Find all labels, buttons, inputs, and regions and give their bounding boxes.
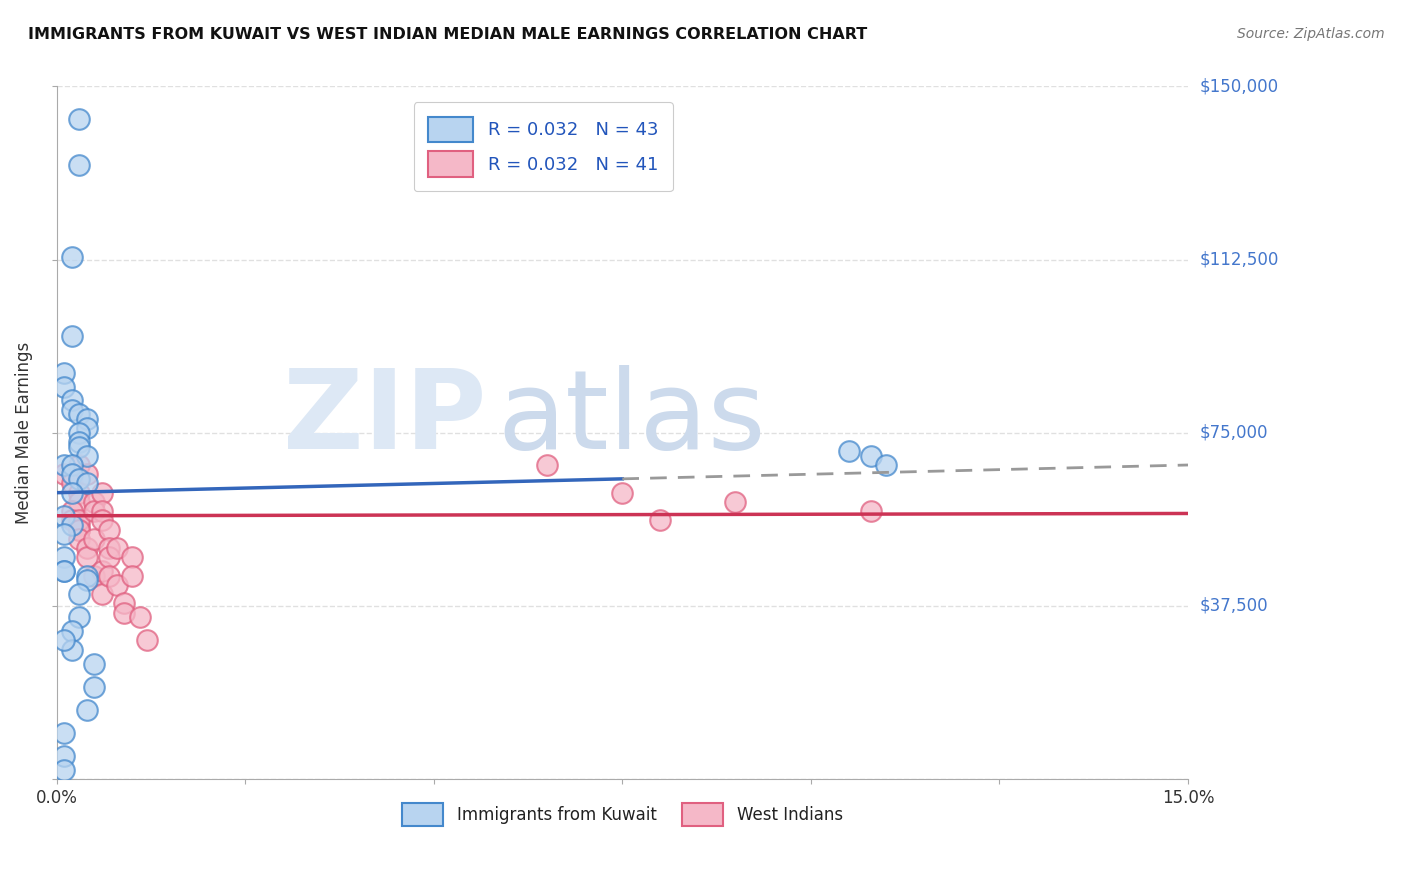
Point: [105, 541, 128, 555]
Point: [648, 513, 671, 527]
Point: [121, 550, 143, 565]
Point: [60, 518, 83, 533]
Point: [83, 504, 105, 518]
Text: $112,500: $112,500: [1199, 251, 1278, 268]
Point: [90, 513, 112, 527]
Point: [128, 610, 150, 624]
Point: [98, 541, 121, 555]
Point: [53, 527, 76, 541]
Point: [53, 564, 76, 578]
Point: [67, 532, 90, 546]
Point: [76, 421, 98, 435]
Point: [83, 532, 105, 546]
Point: [53, 467, 76, 482]
Point: [98, 523, 121, 537]
Point: [53, 748, 76, 763]
Point: [53, 564, 76, 578]
Point: [76, 569, 98, 583]
Point: [114, 606, 136, 620]
Point: [724, 495, 747, 509]
Point: [67, 513, 90, 527]
Point: [60, 393, 83, 408]
Point: [76, 476, 98, 491]
Point: [76, 574, 98, 588]
Point: [60, 642, 83, 657]
Point: [76, 467, 98, 482]
Point: [838, 444, 860, 458]
Point: [90, 485, 112, 500]
Point: [67, 472, 90, 486]
Y-axis label: Median Male Earnings: Median Male Earnings: [15, 342, 32, 524]
Point: [90, 564, 112, 578]
Point: [53, 458, 76, 472]
Point: [98, 550, 121, 565]
Point: [60, 504, 83, 518]
Point: [67, 434, 90, 449]
Text: Source: ZipAtlas.com: Source: ZipAtlas.com: [1237, 27, 1385, 41]
Point: [860, 449, 883, 463]
Point: [60, 458, 83, 472]
Point: [860, 504, 883, 518]
Point: [53, 379, 76, 393]
Point: [53, 550, 76, 565]
Text: ZIP: ZIP: [283, 366, 486, 473]
Point: [875, 458, 897, 472]
Point: [67, 112, 90, 126]
Point: [136, 633, 159, 648]
Point: [67, 407, 90, 421]
Point: [53, 508, 76, 523]
Point: [83, 569, 105, 583]
Point: [60, 624, 83, 639]
Point: [83, 495, 105, 509]
Point: [53, 763, 76, 777]
Point: [67, 523, 90, 537]
Point: [121, 569, 143, 583]
Point: [53, 366, 76, 380]
Text: atlas: atlas: [498, 366, 766, 473]
Point: [67, 610, 90, 624]
Point: [76, 550, 98, 565]
Point: [98, 569, 121, 583]
Point: [67, 485, 90, 500]
Point: [76, 412, 98, 426]
Point: [67, 587, 90, 601]
Point: [67, 425, 90, 440]
Point: [60, 485, 83, 500]
Text: $75,000: $75,000: [1199, 424, 1268, 442]
Text: IMMIGRANTS FROM KUWAIT VS WEST INDIAN MEDIAN MALE EARNINGS CORRELATION CHART: IMMIGRANTS FROM KUWAIT VS WEST INDIAN ME…: [28, 27, 868, 42]
Point: [90, 504, 112, 518]
Point: [76, 449, 98, 463]
Point: [67, 495, 90, 509]
Point: [612, 485, 634, 500]
Point: [67, 440, 90, 454]
Point: [60, 467, 83, 482]
Legend: Immigrants from Kuwait, West Indians: Immigrants from Kuwait, West Indians: [395, 796, 849, 833]
Point: [67, 518, 90, 533]
Point: [60, 328, 83, 343]
Point: [90, 587, 112, 601]
Point: [53, 633, 76, 648]
Point: [67, 458, 90, 472]
Point: [76, 541, 98, 555]
Point: [536, 458, 558, 472]
Point: [105, 578, 128, 592]
Point: [60, 402, 83, 417]
Text: $150,000: $150,000: [1199, 78, 1278, 95]
Point: [83, 657, 105, 671]
Point: [60, 476, 83, 491]
Point: [114, 597, 136, 611]
Text: $37,500: $37,500: [1199, 597, 1268, 615]
Point: [67, 523, 90, 537]
Point: [83, 680, 105, 694]
Point: [67, 158, 90, 172]
Point: [76, 703, 98, 717]
Point: [60, 250, 83, 264]
Point: [60, 513, 83, 527]
Point: [53, 725, 76, 739]
